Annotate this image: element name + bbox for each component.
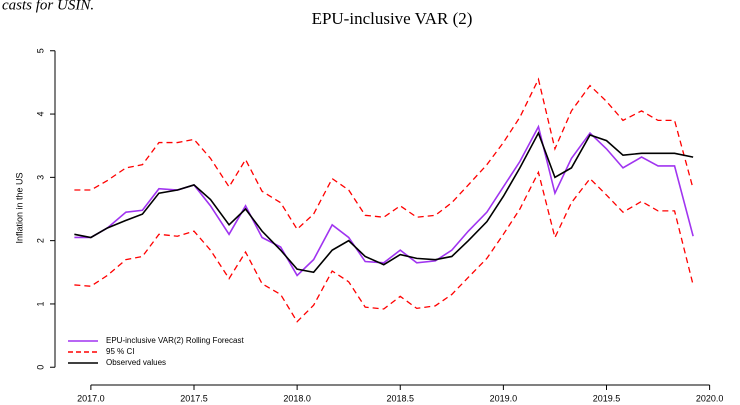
chart-title: EPU-inclusive VAR (2) — [312, 9, 473, 28]
y-tick-label: 0 — [35, 365, 45, 370]
x-tick-label: 2017.5 — [180, 393, 208, 403]
y-tick-label: 4 — [35, 112, 45, 117]
x-tick-label: 2019.5 — [593, 393, 621, 403]
x-tick-label: 2018.0 — [283, 393, 311, 403]
y-axis-label: Inflation in the US — [14, 172, 24, 243]
y-tick-label: 5 — [35, 48, 45, 53]
series-line — [74, 124, 694, 277]
series-line — [74, 131, 694, 274]
ci-line — [74, 170, 694, 323]
y-tick-label: 3 — [35, 175, 45, 180]
legend-label: 95 % CI — [106, 347, 134, 356]
caption: casts for USIN. — [2, 0, 94, 13]
x-tick-label: 2017.0 — [77, 393, 105, 403]
y-tick-label: 1 — [35, 301, 45, 306]
ci-line — [74, 77, 694, 231]
x-tick-label: 2018.5 — [386, 393, 414, 403]
y-tick-label: 2 — [35, 238, 45, 243]
legend-label: Observed values — [106, 358, 166, 367]
legend-label: EPU-inclusive VAR(2) Rolling Forecast — [106, 336, 244, 345]
x-tick-label: 2019.0 — [490, 393, 518, 403]
x-tick-label: 2020.0 — [696, 393, 724, 403]
